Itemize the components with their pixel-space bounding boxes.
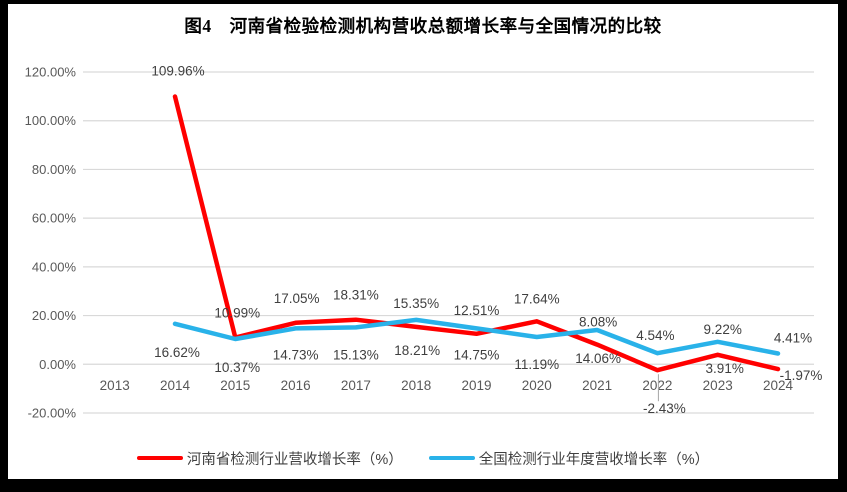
x-axis-label: 2023 (703, 378, 733, 393)
y-axis-tick-label: 60.00% (32, 211, 77, 226)
data-label-national: 14.75% (454, 347, 500, 362)
data-label-henan: 17.64% (514, 291, 560, 306)
x-axis-label: 2013 (100, 378, 130, 393)
chart-title: 图4 河南省检验检测机构营收总额增长率与全国情况的比较 (184, 16, 662, 36)
data-label-henan: 12.51% (454, 303, 500, 318)
legend-item-national: 全国检测行业年度营收增长率（%） (428, 448, 710, 469)
data-label-henan: 109.96% (151, 63, 204, 78)
legend-item-henan: 河南省检测行业营收增长率（%） (136, 448, 403, 469)
data-label-henan: 15.35% (393, 296, 439, 311)
data-label-national: 11.19% (514, 357, 559, 372)
data-label-national: 9.22% (704, 322, 742, 337)
data-label-national: 16.62% (154, 345, 200, 360)
data-label-henan: -2.43% (643, 401, 686, 416)
y-axis-tick-label: 40.00% (32, 259, 77, 274)
data-label-henan: 18.31% (333, 288, 379, 303)
x-axis-label: 2015 (220, 378, 250, 393)
x-axis-label: 2016 (281, 378, 311, 393)
x-axis-group: 2013 2014 2015 2016 2017 2018 2019 2020 2021 2022… (100, 378, 794, 393)
y-axis-tick-label: 80.00% (32, 162, 77, 177)
data-label-henan: -1.97% (780, 368, 823, 383)
legend-label-national: 全国检测行业年度营收增长率（%） (478, 451, 710, 468)
y-axis-group: 120.00% 100.00% 80.00% 60.00% 40.00% 20.00% 0.… (25, 65, 77, 421)
legend-label-henan: 河南省检测行业营收增长率（%） (186, 451, 403, 468)
data-label-national: 14.06% (575, 351, 621, 366)
x-axis-label: 2017 (341, 378, 371, 393)
data-label-henan: 17.05% (274, 291, 320, 306)
legend-swatch-national (428, 455, 475, 461)
data-label-henan: 3.91% (706, 361, 744, 376)
y-axis-tick-label: 120.00% (25, 65, 77, 80)
series-line-national (172, 317, 781, 356)
x-axis-label: 2019 (461, 378, 491, 393)
data-label-henan: 8.08% (579, 315, 617, 330)
x-axis-label: 2022 (642, 378, 672, 393)
data-label-national: 4.41% (774, 331, 812, 346)
x-axis-label: 2018 (401, 378, 431, 393)
chart-legend: 河南省检测行业营收增长率（%） 全国检测行业年度营收增长率（%） (8, 444, 838, 472)
data-label-national: 4.54% (636, 328, 674, 343)
series-line-henan (172, 94, 781, 373)
y-axis-tick-label: 100.00% (25, 113, 77, 128)
data-labels-group: 109.96% 10.99% 17.05% 18.31% 15.35% 12.51% 17.… (151, 63, 822, 416)
legend-swatch-henan (136, 455, 183, 461)
x-axis-label: 2020 (522, 378, 552, 393)
x-axis-label: 2021 (582, 378, 612, 393)
y-axis-tick-label: 20.00% (32, 308, 77, 323)
data-label-national: 18.21% (394, 343, 440, 358)
data-label-national: 15.13% (333, 347, 379, 362)
data-label-national: 14.73% (273, 347, 319, 362)
chart-background (8, 4, 838, 479)
data-label-national: 10.37% (214, 360, 260, 375)
data-label-henan: 10.99% (214, 306, 260, 321)
series-lines-group (172, 94, 781, 373)
y-axis-tick-label: -20.00% (28, 406, 77, 421)
x-axis-label: 2014 (160, 378, 191, 393)
x-axis-label: 2024 (763, 378, 794, 393)
y-axis-tick-label: 0.00% (39, 357, 76, 372)
